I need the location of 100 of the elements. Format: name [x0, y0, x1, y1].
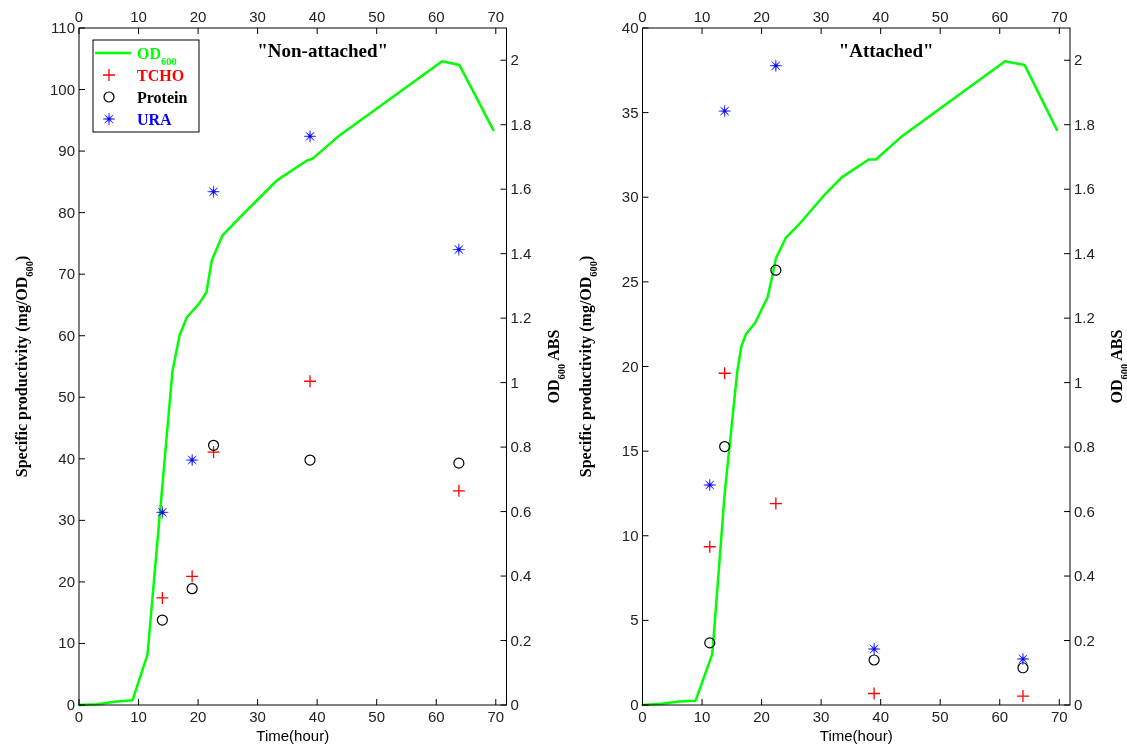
point: [770, 264, 782, 276]
legend-label: Protein: [137, 89, 188, 106]
point: [185, 453, 199, 467]
text: "Non-attached": [257, 40, 389, 61]
y2-tick-label: 1: [1074, 373, 1083, 391]
x-tick-label: 30: [249, 708, 266, 725]
y-tick-label: 5: [630, 611, 639, 629]
y2-tick-label: 0.6: [510, 502, 532, 520]
x2-tick-label: 50: [368, 8, 386, 25]
y2-tick-label: 1.8: [510, 115, 532, 133]
y-tick-label: 20: [58, 572, 75, 590]
y-tick-label: 25: [621, 272, 639, 290]
x2-tick-label: 70: [487, 8, 505, 25]
y2-tick-label: 1.4: [1074, 244, 1095, 262]
x2-tick-label: 50: [931, 8, 949, 25]
y2-tick-label: 0.8: [510, 438, 532, 456]
x-tick-label: 20: [189, 708, 207, 725]
y2-tick-label: 1.4: [510, 244, 532, 262]
x-tick-label: 10: [693, 708, 711, 725]
y-tick-label: 40: [58, 449, 75, 467]
x2-tick-label: 10: [130, 8, 147, 25]
y-tick-label: 30: [621, 188, 639, 206]
x2-tick-label: 40: [872, 8, 890, 25]
point: [304, 454, 316, 466]
y2-tick-label: 0.2: [1074, 631, 1095, 649]
point: [156, 506, 169, 519]
x2-tick-label: 20: [189, 8, 207, 25]
point: [303, 130, 317, 143]
point: [868, 654, 880, 666]
point: [185, 569, 199, 584]
x-tick-label: 60: [991, 708, 1009, 725]
x-tick-label: 40: [872, 708, 890, 725]
x2-tick-label: 70: [1050, 8, 1068, 25]
y2-tick-label: 1.8: [1074, 115, 1095, 133]
legend-label: OD$_{600}$: [137, 45, 177, 67]
point: [186, 583, 198, 595]
point: [769, 59, 783, 72]
y-tick-label: 0: [630, 696, 639, 713]
y2-tick-label: 1.2: [1074, 309, 1095, 327]
x-axis-title: Time(hour): [819, 727, 893, 744]
point: [718, 366, 732, 380]
x2-tick-label: 40: [308, 8, 326, 25]
x-tick-label: 10: [130, 708, 147, 725]
y2-tick-label: 0.4: [510, 567, 532, 585]
y2-tick-label: 0.4: [1074, 567, 1095, 585]
y-tick-label: 90: [58, 142, 75, 160]
y-tick-label: 20: [621, 357, 639, 375]
point: [155, 591, 170, 605]
point: [704, 637, 716, 649]
point: [207, 185, 220, 198]
x2-tick-label: 30: [812, 8, 830, 25]
x-tick-label: 50: [368, 708, 386, 725]
point: [719, 440, 731, 453]
point: [156, 614, 168, 626]
y-tick-label: 15: [621, 442, 639, 460]
y-tick-label: 30: [58, 511, 75, 529]
point: [452, 484, 466, 498]
y2-tick-label: 1: [510, 373, 519, 391]
y2-tick-label: 1.6: [1074, 180, 1095, 198]
line-series: [641, 59, 1059, 707]
point: [703, 540, 717, 554]
x-tick-label: 60: [427, 708, 445, 725]
point: [867, 642, 881, 656]
point: [769, 496, 783, 511]
x-tick-label: 20: [753, 708, 770, 725]
y2-tick-label: 0: [510, 696, 519, 713]
x2-tick-label: 60: [991, 8, 1009, 25]
point: [703, 478, 716, 492]
y2-tick-label: 2: [1074, 51, 1083, 69]
y2-tick-label: 0.6: [1074, 502, 1095, 520]
text: "Attached": [838, 40, 934, 61]
y2-tick-label: 1.6: [510, 180, 532, 198]
y-tick-label: 60: [58, 326, 75, 344]
y2-tick-label: 0: [1074, 696, 1083, 713]
y-tick-label: 40: [621, 19, 639, 36]
point: [1017, 662, 1029, 674]
x2-tick-label: 60: [427, 8, 445, 25]
y-tick-label: 50: [58, 388, 75, 406]
x2-tick-label: 30: [249, 8, 266, 25]
legend-label: TCHO: [137, 67, 185, 84]
point: [452, 243, 466, 256]
x2-tick-label: 10: [693, 8, 711, 25]
y2-tick-label: 0.8: [1074, 438, 1095, 456]
x2-tick-label: 20: [753, 8, 770, 25]
y-tick-label: 0: [66, 696, 75, 713]
y2-tick-label: 0.2: [510, 631, 532, 649]
y-tick-label: 10: [621, 526, 639, 544]
point: [1016, 689, 1030, 703]
x-tick-label: 30: [812, 708, 830, 725]
y2-tick-label: 2: [510, 51, 519, 69]
x-tick-label: 70: [487, 708, 505, 725]
point: [1016, 652, 1030, 666]
point: [718, 104, 731, 118]
legend-label: URA: [137, 111, 173, 128]
y-tick-label: 110: [51, 19, 75, 36]
x-tick-label: 50: [931, 708, 949, 725]
point: [867, 686, 881, 701]
y-tick-label: 35: [621, 103, 639, 121]
y2-tick-label: 1.2: [510, 309, 532, 327]
y-tick-label: 100: [49, 80, 75, 98]
